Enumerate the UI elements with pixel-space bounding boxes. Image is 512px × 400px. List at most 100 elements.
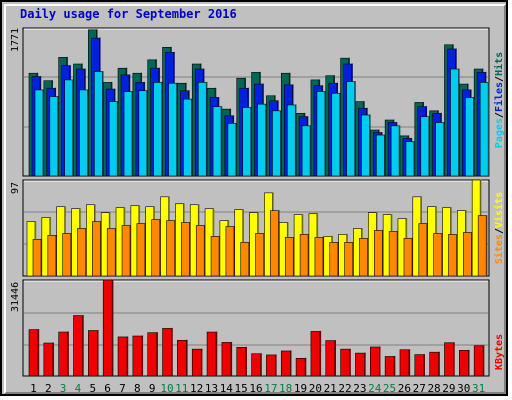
kbytes-bar [117,336,128,377]
pages-bar [390,125,400,177]
day-tick-label: 9 [149,382,156,395]
pages-bar [64,79,73,177]
sites-bar [151,219,161,277]
pages-bar [79,89,88,177]
kbytes-bar-shadow [364,352,366,376]
sites-bar [181,222,190,277]
kbytes-bar [384,356,395,377]
sites-bar [314,237,324,277]
day-tick-label: 8 [134,382,141,395]
pages-bar [331,92,341,177]
sites-bar [403,238,413,277]
hits-axis-max-label: 1771 [10,28,21,52]
sites-bar [388,231,398,277]
sites-bar [344,242,353,277]
day-tick-label: 29 [442,382,455,395]
day-tick-label: 2 [45,382,52,395]
kbytes-bar [355,352,365,377]
pages-bar [108,101,118,177]
kbytes-bar-shadow [379,346,381,376]
legend-separator: / [494,228,505,234]
sites-bar [270,210,279,277]
pages-bar [123,91,133,177]
legend-pages: Pages [494,118,505,148]
pages-bar [212,106,222,177]
day-tick-label: 30 [457,382,470,395]
kbytes-bar-shadow [305,357,307,376]
sites-bar [225,226,235,277]
day-tick-label: 16 [249,382,262,395]
kbytes-bar-shadow [423,354,426,376]
kbytes-bar [177,339,187,377]
kbytes-bar [310,331,321,377]
sites-bar [121,225,131,277]
sites-bar [77,228,86,277]
pages-bar [242,107,252,177]
day-tick-label: 13 [205,382,218,395]
day-tick-label: 18 [279,382,292,395]
day-tick-label: 22 [338,382,351,395]
kbytes-bar-shadow [290,350,292,376]
sites-bar [62,233,71,277]
day-tick-label: 7 [119,382,126,395]
kbytes-bar [414,354,425,377]
day-tick-label: 4 [75,382,82,395]
chart-title: Daily usage for September 2016 [20,7,237,21]
kbytes-bar [280,350,291,377]
pages-bar [257,103,266,177]
pages-bar [183,98,192,177]
kbytes-bar-shadow [468,349,470,376]
day-tick-label: 20 [309,382,322,395]
sites-bar [47,235,57,277]
sites-bar [418,223,428,277]
pages-bar [316,91,326,177]
pages-bar [94,71,103,177]
visits-legend: Sites/Visits [493,192,505,264]
kbytes-bar [429,351,439,377]
pages-bar [227,123,237,177]
kbytes-bar-shadow [97,330,99,376]
pages-bar [34,89,44,177]
day-tick-label: 25 [383,382,396,395]
pages-bar [450,68,459,177]
pages-bar [49,96,59,177]
hits-legend: Pages/Files/Hits [493,52,505,148]
sites-bar-shadow [486,215,488,276]
sites-bar [106,228,116,277]
kbytes-bar [473,345,484,377]
kbytes-bar-shadow [260,353,262,376]
day-tick-label: 14 [220,382,234,395]
day-tick-label: 15 [235,382,248,395]
pages-bar [465,97,474,177]
kbytes-bar-shadow [438,351,440,376]
kbytes-bar-shadow [483,345,485,376]
sites-bar [329,242,339,277]
sites-bar [136,223,146,277]
kbytes-bar [58,331,68,377]
legend-visits: Visits [493,192,505,228]
kbytes-bar-shadow [186,339,188,376]
kbytes-bar-shadow [453,342,455,376]
kbytes-bar-shadow [245,346,247,376]
kbytes-bar-shadow [275,354,277,376]
kbytes-bar-shadow [141,335,144,376]
sites-bar [166,220,175,277]
kbytes-bar-shadow [394,355,396,376]
kbytes-bar [369,346,380,377]
kbytes-bar [162,328,172,377]
kbytes-bar-shadow [112,279,114,376]
day-tick-label: 23 [353,382,366,395]
kbytes-bar [132,335,143,377]
pages-bar [420,116,430,177]
kbytes-bar [102,279,113,377]
kbytes-bar-shadow [38,329,40,376]
pages-bar [197,82,207,177]
sites-bar [463,232,472,277]
kbytes-bar [43,342,54,377]
legend-sites: Sites [493,234,505,264]
kbytes-bar [191,348,202,377]
sites-bar [32,239,42,277]
sites-bar [299,234,309,277]
kbytes-bar-shadow [230,341,233,376]
